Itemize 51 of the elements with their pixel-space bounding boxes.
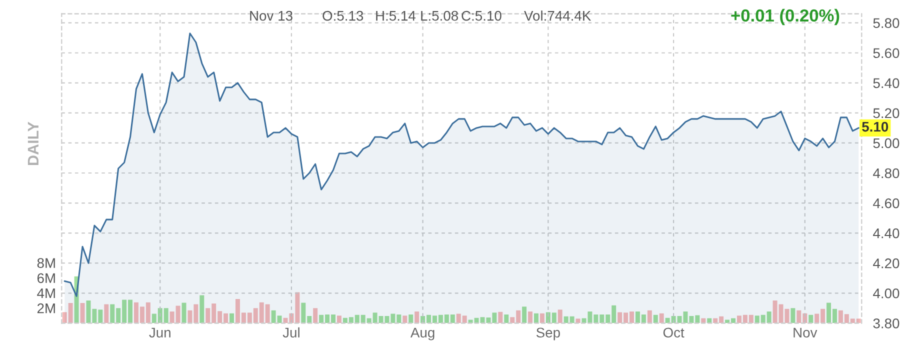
bar bbox=[576, 318, 580, 324]
bar bbox=[522, 306, 527, 324]
bar bbox=[790, 308, 796, 324]
y2-tick-label: 4M bbox=[37, 288, 55, 298]
y-tick-label: 4.60 bbox=[873, 198, 900, 208]
bar bbox=[534, 313, 538, 324]
bar bbox=[336, 316, 342, 324]
x-tick-label: Jul bbox=[282, 327, 300, 338]
annotation: C:5.10 bbox=[462, 10, 502, 21]
y-tick-label: 4.20 bbox=[873, 258, 900, 268]
bar bbox=[647, 310, 652, 324]
bar bbox=[104, 304, 109, 324]
y2-tick-label: 2M bbox=[37, 303, 55, 314]
y-tick-label: 5.00 bbox=[873, 138, 900, 148]
bar bbox=[558, 310, 562, 324]
bar bbox=[504, 314, 509, 324]
y-tick-label: 4.00 bbox=[873, 288, 900, 298]
y-tick-label: 5.80 bbox=[873, 18, 900, 28]
annotation: L:5.08 bbox=[421, 10, 458, 21]
bar bbox=[653, 314, 658, 324]
annotation: +0.01 (0.20%) bbox=[731, 8, 840, 26]
x-tick-label: Jun bbox=[149, 328, 170, 338]
bar bbox=[659, 313, 664, 324]
bar bbox=[414, 311, 420, 324]
y-tick-label: 5.40 bbox=[873, 78, 900, 88]
annotation: O:5.13 bbox=[322, 10, 364, 21]
bar bbox=[498, 312, 503, 324]
bar bbox=[230, 313, 234, 324]
annotation: 5.10 bbox=[862, 122, 888, 132]
y-tick-label: 5.20 bbox=[873, 108, 900, 118]
bar bbox=[528, 311, 532, 324]
y-tick-label: 3.80 bbox=[873, 318, 900, 328]
bar bbox=[313, 308, 318, 324]
x-tick-label: Aug bbox=[410, 328, 434, 340]
y2-tick-label: 8M bbox=[37, 258, 55, 268]
y-tick-label: 5.60 bbox=[873, 48, 900, 58]
bar bbox=[408, 314, 414, 324]
bar bbox=[402, 316, 408, 324]
y-tick-label: 4.80 bbox=[873, 168, 900, 178]
y2-axis-title: DAILY bbox=[28, 122, 38, 165]
y-tick-label: 4.40 bbox=[873, 228, 900, 238]
bar bbox=[808, 314, 814, 324]
bar bbox=[540, 313, 544, 324]
annotation: Vol:744.4K bbox=[524, 10, 592, 21]
bar bbox=[200, 295, 204, 324]
x-tick-label: Nov bbox=[794, 328, 818, 338]
x-tick-label: Sep bbox=[536, 328, 560, 340]
annotation: H:5.14 bbox=[376, 11, 416, 21]
annotation: Nov 13 bbox=[250, 10, 292, 21]
y2-tick-label: 6M bbox=[37, 273, 55, 284]
x-tick-label: Oct bbox=[663, 328, 684, 338]
